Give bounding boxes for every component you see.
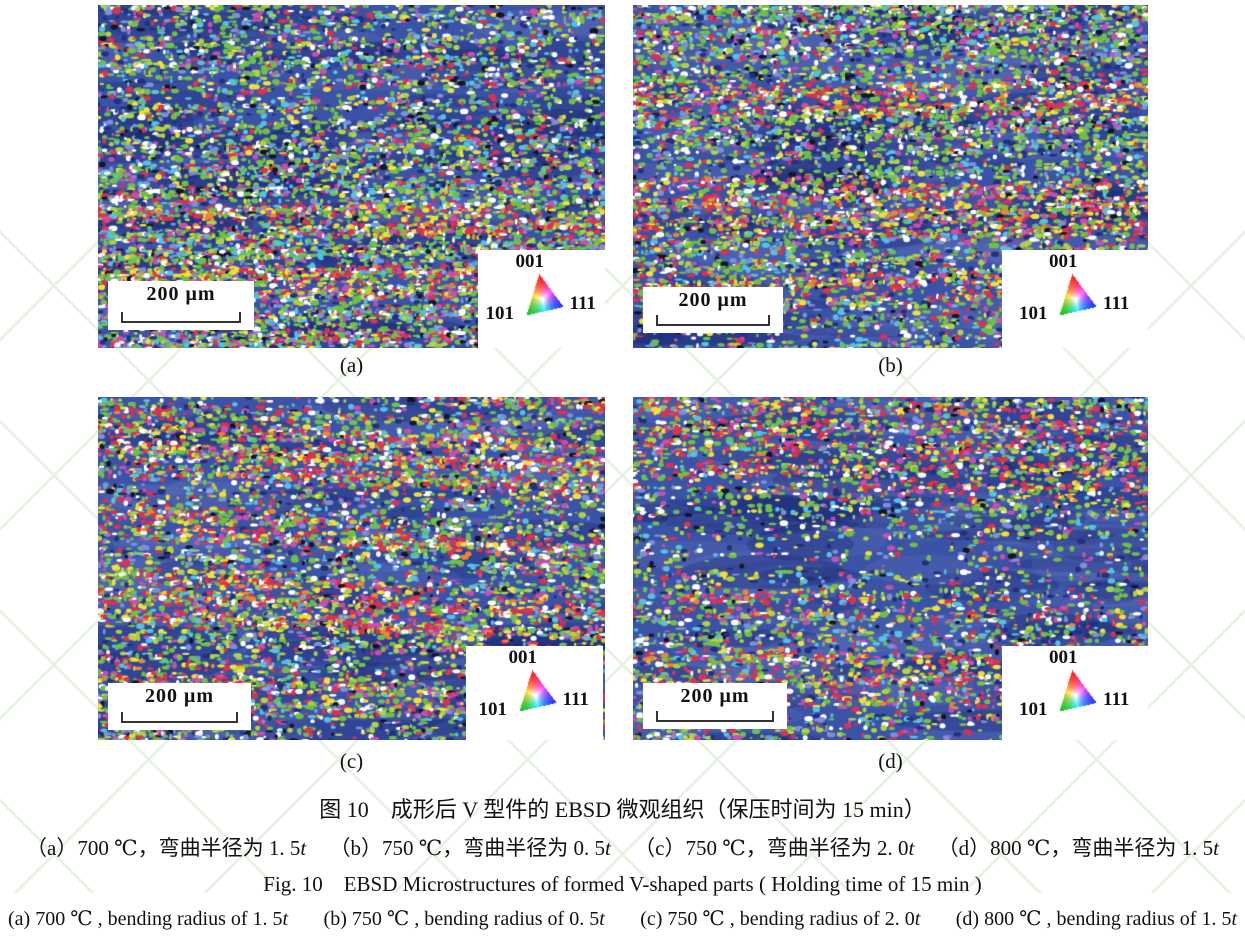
panel-label-b: (b) [878,353,903,377]
panel-label-c: (c) [339,749,364,773]
panel-d: 200 μm 001 101 111 [633,397,1148,740]
scale-bar-line [656,315,770,326]
ipf-legend-inner: 001 101 111 [479,648,591,738]
panel-a: 200 μm 001 101 111 [98,5,605,348]
caption-item-d-en: (d) 800 ℃ , bending radius of 1. 5t [955,908,1237,930]
ipf-label-001: 001 [508,647,538,668]
scale-bar-line [121,712,238,723]
scale-bar-line [656,711,774,722]
caption-subs-zh: （a）700 ℃，弯曲半径为 1. 5t （b）750 ℃，弯曲半径为 0. 5… [26,832,1219,862]
caption-title-zh: 图 10 成形后 V 型件的 EBSD 微观组织（保压时间为 15 min） [319,797,926,822]
caption-item-b-en: (b) 750 ℃ , bending radius of 0. 5t [323,908,605,930]
scale-bar-label: 200 μm [678,289,748,311]
ipf-label-111: 111 [569,293,596,314]
ipf-label-101: 101 [1019,303,1048,324]
ipf-legend-inner: 001 101 111 [1019,648,1131,738]
ipf-triangle-icon [523,273,564,317]
ipf-label-111: 111 [1103,293,1130,314]
ipf-label-001: 001 [515,251,545,272]
scale-bar-a: 200 μm [108,281,254,330]
caption-item-c-en: (c) 750 ℃ , bending radius of 2. 0t [640,908,921,930]
scale-bar-label: 200 μm [145,685,214,707]
panel-label-a: (a) [339,353,364,377]
scale-bar-d: 200 μm [643,683,787,729]
scale-bar-line [121,312,241,323]
scale-bar-label: 200 μm [146,283,216,305]
caption-subs-en: (a) 700 ℃ , bending radius of 1. 5t (b) … [8,906,1237,931]
panel-c: 200 μm 001 101 111 [98,397,605,740]
scale-bar-c: 200 μm [108,683,251,730]
panel-b: 200 μm 001 101 111 [633,5,1148,348]
caption-item-b-zh: （b）750 ℃，弯曲半径为 0. 5t [329,836,611,860]
ipf-triangle-icon [1057,669,1097,713]
ipf-legend-inner: 001 101 111 [1019,252,1131,342]
ipf-label-101: 101 [1019,699,1048,720]
ipf-legend-b: 001 101 111 [1002,250,1148,348]
panel-label-d: (d) [878,749,903,773]
ipf-triangle-icon [516,669,557,713]
caption-item-c-zh: （c）750 ℃，弯曲半径为 2. 0t [634,836,915,860]
ipf-triangle-icon [1057,273,1097,317]
ipf-legend-inner: 001 101 111 [486,252,598,342]
caption-item-a-en: (a) 700 ℃ , bending radius of 1. 5t [8,908,289,930]
ipf-label-111: 111 [1103,689,1130,710]
ipf-label-111: 111 [562,689,589,710]
ipf-label-001: 001 [1049,647,1078,668]
scale-bar-b: 200 μm [643,287,783,333]
ipf-label-001: 001 [1049,251,1078,272]
caption-title-en: Fig. 10 EBSD Microstructures of formed V… [263,872,982,896]
caption-item-d-zh: （d）800 ℃，弯曲半径为 1. 5t [937,836,1219,860]
ipf-legend-c: 001 101 111 [466,646,603,740]
ipf-label-101: 101 [478,699,508,720]
ipf-label-101: 101 [485,303,515,324]
scale-bar-label: 200 μm [680,685,750,707]
ipf-legend-d: 001 101 111 [1002,646,1148,740]
caption-item-a-zh: （a）700 ℃，弯曲半径为 1. 5t [26,836,307,860]
ipf-legend-a: 001 101 111 [478,250,605,348]
